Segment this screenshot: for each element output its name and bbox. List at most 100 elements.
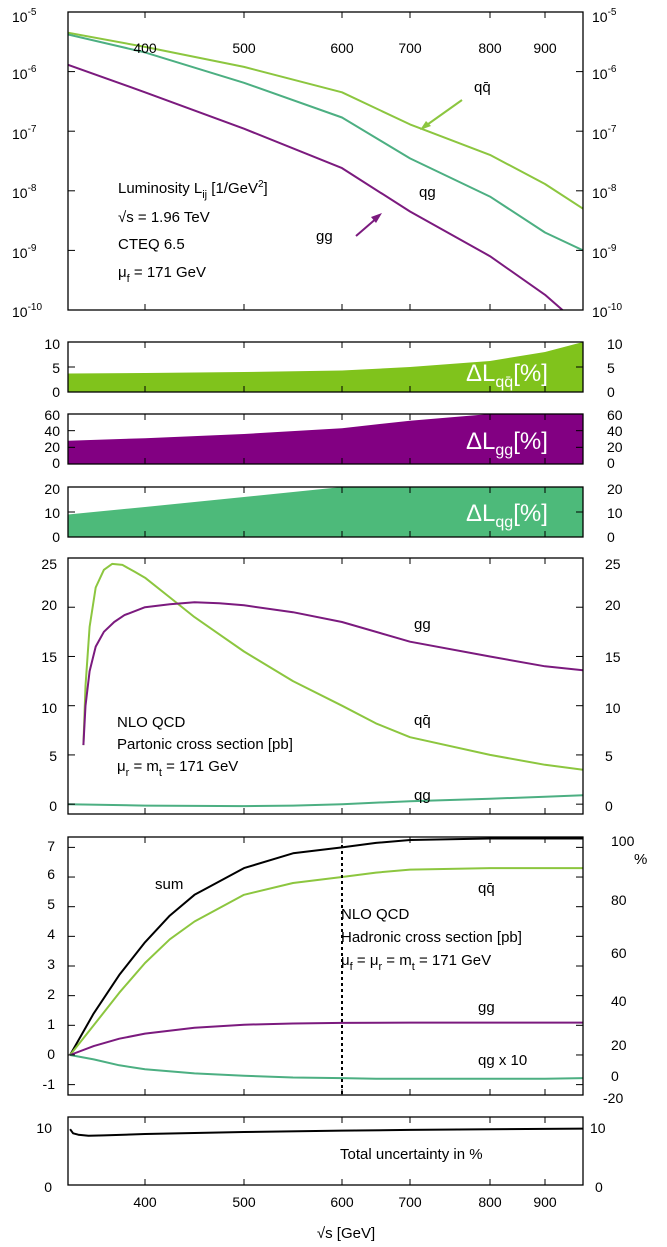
hadronic-curve-qqbar <box>69 867 583 1056</box>
lumi-ytick-right-1e-6: 10-6 <box>592 64 617 82</box>
x-tick-900: 900 <box>533 1194 557 1210</box>
part-ytick-0: 0 <box>49 798 57 814</box>
had-ytick-0: 0 <box>47 1046 55 1062</box>
hadronic-series <box>69 837 583 1080</box>
uncertainty-panel: 10 0 10 0 Total uncertainty in % 400 500… <box>36 1116 606 1242</box>
x-axis-label: √s [GeV] <box>317 1225 375 1242</box>
had-ytick-2: 2 <box>47 986 55 1002</box>
hadronic-curve-qg <box>69 1054 583 1080</box>
partonic-curve-qg <box>68 794 583 808</box>
x-tick-500: 500 <box>232 1194 256 1210</box>
partonic-ticks <box>68 557 583 814</box>
hadronic-panel: 7 6 5 4 3 2 1 0 -1 100 80 60 40 20 0 -20… <box>43 833 648 1106</box>
dlgg-ytick-right-20: 20 <box>607 439 623 455</box>
part-ytick-right-10: 10 <box>605 700 621 716</box>
lumi-arrowhead-qqbar <box>420 121 431 130</box>
lumi-annotation-line2: √s = 1.96 TeV <box>118 209 210 226</box>
had-ytick-6: 6 <box>47 866 55 882</box>
uncertainty-frame <box>67 1116 584 1186</box>
part-ytick-right-0: 0 <box>605 798 613 814</box>
part-ytick-right-5: 5 <box>605 748 613 764</box>
unc-label: Total uncertainty in % <box>340 1146 483 1163</box>
lumi-arrowhead-gg <box>371 213 382 223</box>
partonic-curve-qqbar <box>82 562 583 771</box>
part-ytick-10: 10 <box>41 700 57 716</box>
part-annotation-line1: NLO QCD <box>117 714 186 731</box>
hadronic-ticks <box>68 837 583 1095</box>
part-ytick-20: 20 <box>41 597 57 613</box>
dlqg-ytick-right-10: 10 <box>607 505 623 521</box>
delta-lumi-qqbar-frame <box>67 341 584 393</box>
lumi-label-qqbar: qq̄ <box>474 79 491 96</box>
lumi-ytick-1e-8: 10-8 <box>12 183 37 201</box>
dlqq-ytick-right-0: 0 <box>607 384 615 400</box>
top-x-tick-600: 600 <box>330 40 354 56</box>
delta-lumi-qg-frame <box>67 486 584 538</box>
lumi-ytick-1e-10: 10-10 <box>12 302 42 320</box>
had-annotation-line1: NLO QCD <box>341 906 410 923</box>
uncertainty-ticks <box>68 1116 583 1186</box>
luminosity-right-tick-labels: 10-5 10-6 10-7 10-8 10-9 10-10 <box>592 7 622 320</box>
had-ytick-right-20: 20 <box>611 1037 627 1053</box>
had-ytick-5: 5 <box>47 896 55 912</box>
x-tick-700: 700 <box>398 1194 422 1210</box>
delta-lumi-gg-frame <box>67 413 584 465</box>
lumi-ytick-1e-5: 10-5 <box>12 7 37 25</box>
luminosity-ticks <box>68 11 583 311</box>
dlqq-ytick-10: 10 <box>44 336 60 352</box>
x-tick-400: 400 <box>133 1194 157 1210</box>
x-tick-600: 600 <box>330 1194 354 1210</box>
dlqg-ytick-0: 0 <box>52 529 60 545</box>
dlgg-ytick-right-40: 40 <box>607 423 623 439</box>
had-annotation-line2: Hadronic cross section [pb] <box>341 929 522 946</box>
x-tick-800: 800 <box>478 1194 502 1210</box>
partonic-frame <box>67 557 584 815</box>
lumi-curve-qqbar <box>68 31 583 210</box>
lumi-label-gg: gg <box>316 228 333 245</box>
partonic-curve-gg <box>82 601 583 746</box>
delta-lumi-qg-band <box>68 487 583 537</box>
top-x-tick-800: 800 <box>478 40 502 56</box>
dlgg-ytick-0: 0 <box>52 455 60 471</box>
lumi-annotation-line4: μf = 171 GeV <box>118 264 206 285</box>
unc-ytick-10: 10 <box>36 1120 52 1136</box>
dlqq-label: ΔLqq̄[%] <box>466 360 548 391</box>
top-x-tick-400: 400 <box>133 40 157 56</box>
dlgg-ytick-40: 40 <box>44 423 60 439</box>
part-ytick-25: 25 <box>41 556 57 572</box>
unc-ytick-right-10: 10 <box>590 1120 606 1136</box>
top-x-tick-900: 900 <box>533 40 557 56</box>
part-ytick-right-20: 20 <box>605 597 621 613</box>
dlqg-ytick-right-20: 20 <box>607 481 623 497</box>
lumi-ytick-1e-9: 10-9 <box>12 243 37 261</box>
delta-lumi-qg-panel: 20 10 0 20 10 0 ΔLqg[%] <box>44 481 622 545</box>
had-label-gg: gg <box>478 999 495 1016</box>
partonic-series <box>68 562 583 808</box>
part-label-gg: gg <box>414 616 431 633</box>
part-label-qqbar: qq̄ <box>414 712 431 729</box>
hadronic-frame <box>67 836 584 1096</box>
lumi-curve-gg <box>68 63 564 310</box>
delta-lumi-gg-panel: 60 40 20 0 60 40 20 0 ΔLgg[%] <box>44 407 622 471</box>
hadronic-curve-gg <box>69 1021 583 1056</box>
part-annotation-line2: Partonic cross section [pb] <box>117 736 293 753</box>
dlgg-ytick-right-60: 60 <box>607 407 623 423</box>
dlqq-ytick-5: 5 <box>52 360 60 376</box>
had-ytick-neg1: -1 <box>43 1076 56 1092</box>
had-ytick-right-40: 40 <box>611 993 627 1009</box>
lumi-ytick-right-1e-10: 10-10 <box>592 302 622 320</box>
dlqg-ytick-10: 10 <box>44 505 60 521</box>
lumi-curve-qg <box>68 33 583 252</box>
uncertainty-curve <box>69 1127 583 1137</box>
part-ytick-right-25: 25 <box>605 556 621 572</box>
had-ytick-3: 3 <box>47 956 55 972</box>
had-annotation-line3: μf = μr = mt = 171 GeV <box>341 952 491 973</box>
dlgg-label: ΔLgg[%] <box>466 428 548 459</box>
had-ytick-right-0: 0 <box>611 1068 619 1084</box>
part-ytick-right-15: 15 <box>605 649 621 665</box>
lumi-ytick-1e-6: 10-6 <box>12 64 37 82</box>
had-ytick-4: 4 <box>47 926 55 942</box>
part-ytick-5: 5 <box>49 748 57 764</box>
luminosity-series <box>68 31 583 310</box>
